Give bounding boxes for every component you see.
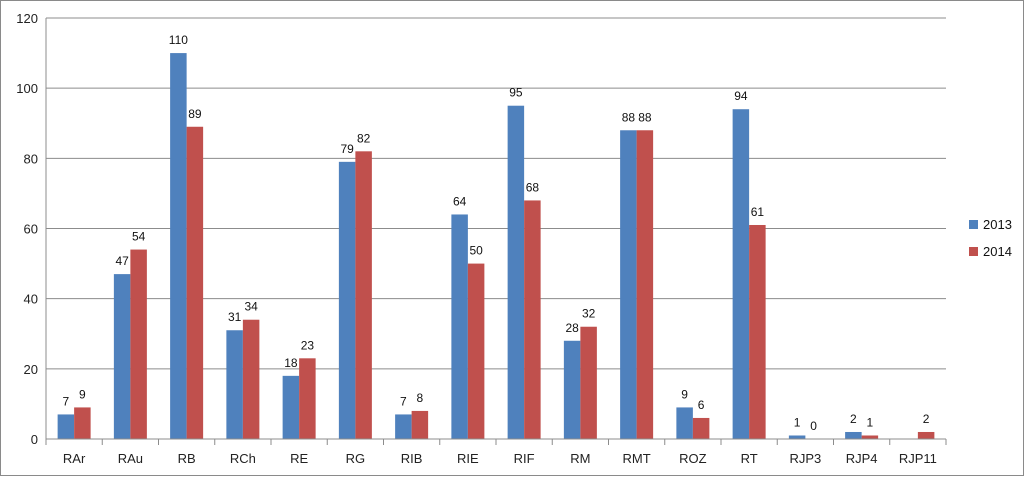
bar-2013	[676, 407, 693, 439]
bar-2013	[788, 435, 806, 439]
y-tick-label: 80	[24, 151, 38, 166]
x-tick-label: RJP11	[899, 451, 937, 466]
data-label-2014: 82	[357, 131, 371, 145]
bar-2014	[524, 200, 541, 439]
x-tick-label: RAu	[118, 451, 143, 466]
data-label-2014: 61	[751, 205, 765, 219]
data-label-2013: 79	[340, 142, 354, 156]
bars	[57, 53, 935, 440]
bar-2013	[170, 53, 187, 439]
x-tick-label: RMT	[623, 451, 651, 466]
data-label-2013: 95	[509, 86, 523, 100]
bar-2014	[186, 126, 204, 439]
data-label-2014: 1	[867, 415, 874, 429]
x-tick-label: RJP4	[846, 451, 878, 466]
data-label-2014: 50	[469, 244, 483, 258]
bar-2013	[620, 130, 637, 439]
x-tick-label: RIB	[401, 451, 423, 466]
bar-2013	[338, 161, 356, 439]
x-tick-label: RJP3	[789, 451, 821, 466]
bar-2014	[749, 224, 766, 439]
legend: 2013 2014	[969, 217, 1012, 259]
legend-swatch-2013	[969, 220, 978, 229]
bar-2014	[467, 263, 485, 439]
bar-2013	[507, 105, 525, 439]
bar-2014	[130, 249, 147, 439]
data-label-2013: 28	[565, 321, 579, 335]
bar-2014	[411, 410, 429, 439]
bar-2014	[580, 326, 597, 439]
data-label-2014: 9	[79, 387, 86, 401]
data-label-2014: 32	[582, 307, 596, 321]
y-tick-label: 40	[24, 292, 38, 307]
x-tick-label: RM	[570, 451, 590, 466]
data-label-2014: 88	[638, 110, 652, 124]
y-tick-label: 100	[16, 81, 38, 96]
x-tick-label: RCh	[230, 451, 256, 466]
legend-swatch-2014	[969, 247, 978, 256]
bar-2014	[861, 435, 879, 439]
y-tick-label: 60	[24, 222, 38, 237]
legend-label-2014: 2014	[983, 244, 1012, 259]
data-label-2014: 0	[810, 419, 817, 433]
data-label-2013: 1	[794, 415, 801, 429]
data-label-2013: 7	[400, 394, 407, 408]
data-label-2013: 110	[169, 33, 188, 47]
data-label-2014: 68	[526, 180, 540, 194]
data-label-2014: 6	[698, 398, 705, 412]
x-tick-label: RAr	[63, 451, 86, 466]
data-label-2013: 7	[63, 394, 70, 408]
bar-2013	[226, 330, 243, 439]
bar-2013	[845, 431, 862, 439]
data-label-2014: 54	[132, 230, 146, 244]
data-label-2013: 9	[681, 387, 688, 401]
x-tick-label: RG	[346, 451, 366, 466]
bar-2014	[636, 130, 654, 439]
bar-2013	[732, 109, 750, 439]
bar-2013	[451, 214, 468, 439]
bar-2014	[242, 319, 260, 439]
x-tick-label: RE	[290, 451, 308, 466]
data-label-2014: 23	[301, 338, 315, 352]
y-tick-label: 20	[24, 362, 38, 377]
data-label-2014: 2	[923, 412, 930, 426]
axes	[45, 18, 947, 445]
bar-2014	[692, 417, 710, 439]
data-label-2014: 8	[417, 391, 424, 405]
bar-2014	[917, 431, 935, 439]
y-tick-label: 0	[31, 432, 38, 447]
x-tick-label: RIF	[514, 451, 535, 466]
data-label-2013: 18	[284, 356, 298, 370]
data-label-2013: 64	[453, 194, 467, 208]
bar-2013	[282, 375, 300, 439]
x-axis-tick-labels: RAr RAu RB RCh RE RG RIB RIE RIF RM RMT ROZ RT RJP3 RJ…	[63, 451, 937, 466]
x-tick-label: ROZ	[679, 451, 707, 466]
y-axis-tick-labels: 0 20 40 60 80 100 120	[16, 11, 38, 447]
data-label-2013: 94	[734, 89, 748, 103]
x-tick-label: RB	[178, 451, 196, 466]
bar-2014	[74, 407, 91, 439]
bar-2013	[563, 340, 581, 439]
data-label-2013: 31	[228, 310, 242, 324]
legend-label-2013: 2013	[983, 217, 1012, 232]
bar-2013	[113, 274, 131, 439]
data-label-2013: 2	[850, 412, 857, 426]
data-label-2013: 47	[115, 254, 129, 268]
data-label-2014: 34	[244, 300, 258, 314]
data-label-2014: 89	[188, 107, 202, 121]
bar-2014	[299, 358, 316, 439]
x-tick-label: RT	[741, 451, 758, 466]
bar-2014	[355, 151, 372, 440]
bar-2013	[57, 414, 75, 439]
data-label-2013: 88	[622, 110, 636, 124]
x-tick-label: RIE	[457, 451, 479, 466]
bar-2013	[395, 414, 412, 439]
y-tick-label: 120	[16, 11, 38, 26]
